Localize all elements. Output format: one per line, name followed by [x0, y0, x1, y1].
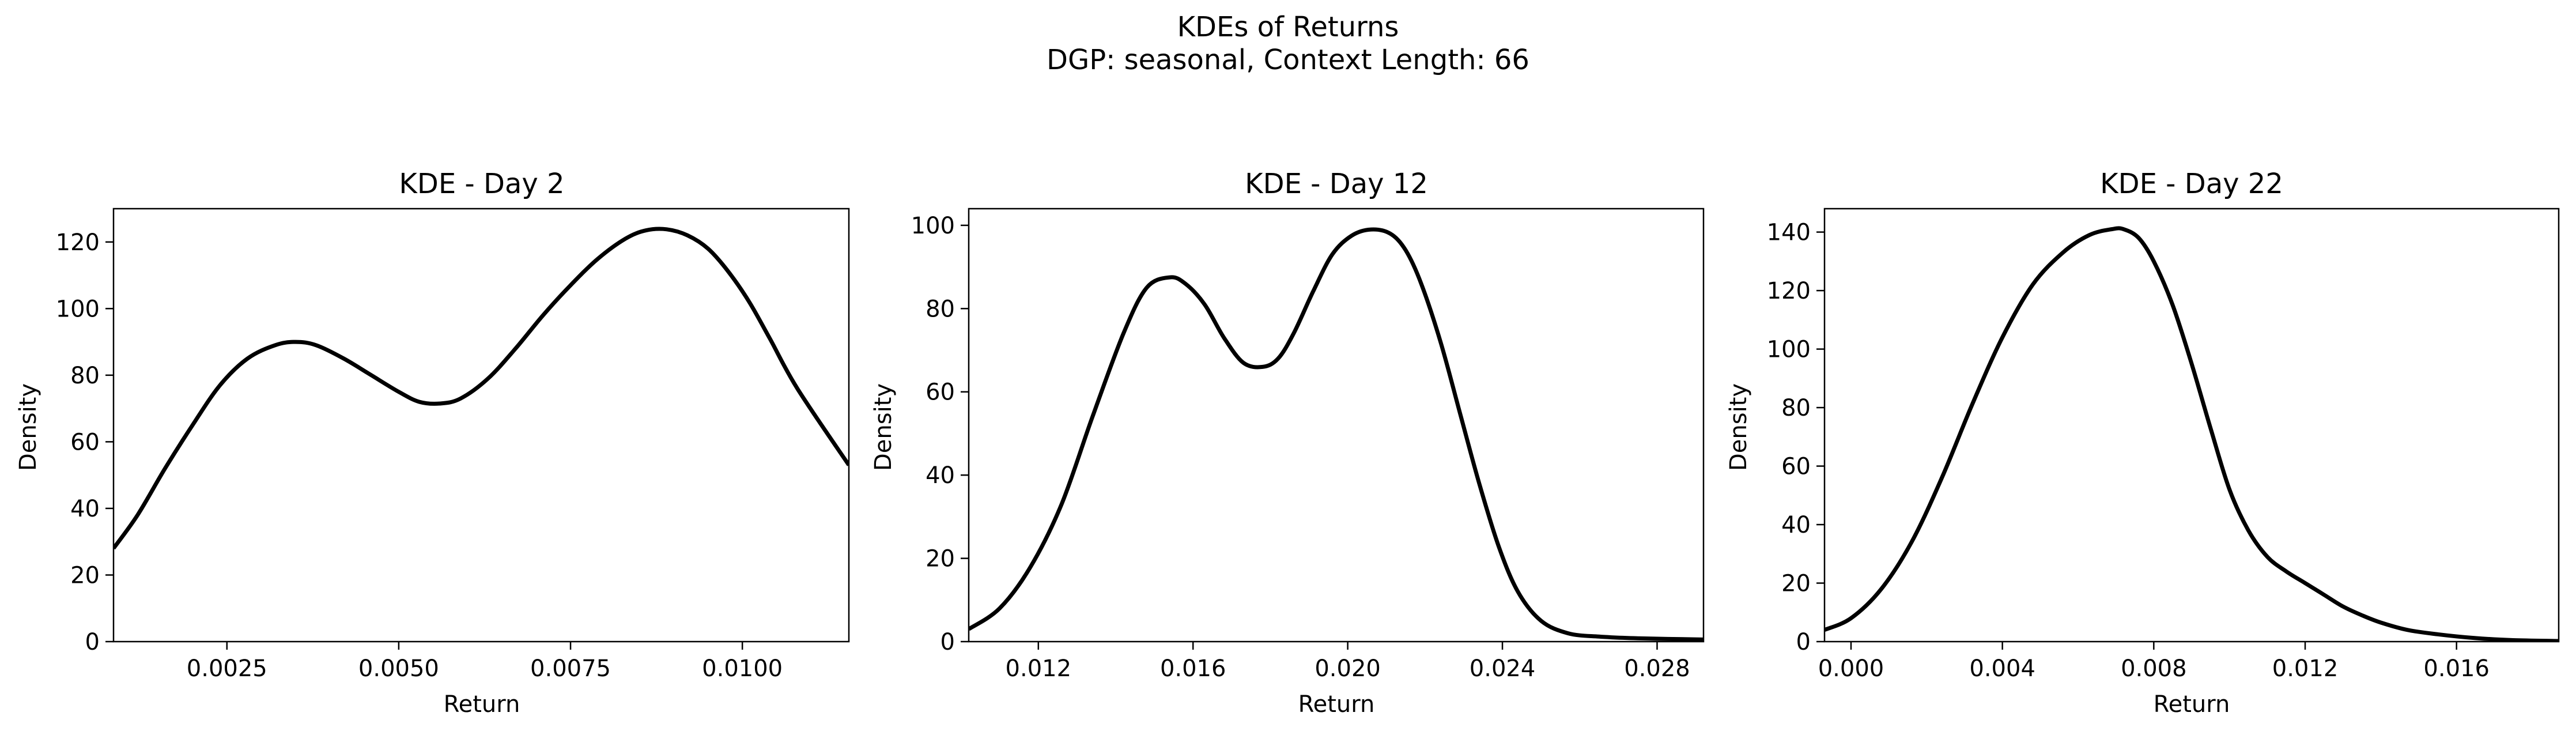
- y-axis-label: Density: [870, 383, 897, 471]
- x-tick-label: 0.0025: [187, 655, 267, 682]
- panel-title: KDE - Day 22: [2100, 168, 2283, 200]
- x-tick-label: 0.020: [1315, 655, 1381, 682]
- y-tick-label: 60: [70, 429, 100, 455]
- y-tick-label: 100: [911, 213, 955, 239]
- y-tick-label: 80: [70, 363, 100, 389]
- axes-frame: [968, 208, 1705, 643]
- x-tick-label: 0.0075: [530, 655, 611, 682]
- x-tick-label: 0.012: [1006, 655, 1072, 682]
- kde-panel-day-12: KDE - Day 12 Return Density 0.012 0.016 0.…: [870, 168, 1705, 718]
- axes-frame: [1823, 208, 2560, 643]
- y-tick-label: 40: [70, 496, 100, 522]
- x-tick-label: 0.012: [2272, 655, 2339, 682]
- x-tick-label: 0.028: [1624, 655, 1690, 682]
- kde-series-line: [1825, 226, 2559, 642]
- panel-title: KDE - Day 2: [399, 168, 564, 200]
- y-tick-label: 140: [1767, 220, 1811, 246]
- y-tick-label: 20: [70, 562, 100, 589]
- x-axis-label: Return: [2154, 691, 2230, 718]
- y-tick-label: 0: [1796, 629, 1811, 655]
- x-tick-label: 0.024: [1470, 655, 1536, 682]
- y-axis-label: Density: [1725, 383, 1752, 471]
- x-tick-label: 0.016: [2423, 655, 2490, 682]
- y-tick-label: 60: [1781, 454, 1811, 480]
- x-tick-label: 0.000: [1818, 655, 1884, 682]
- y-tick-label: 40: [1781, 512, 1811, 538]
- x-axis-label: Return: [1298, 691, 1375, 718]
- x-tick-label: 0.0050: [358, 655, 439, 682]
- y-tick-label: 0: [940, 629, 955, 655]
- y-tick-label: 20: [926, 546, 955, 572]
- y-tick-label: 120: [1767, 278, 1811, 304]
- kde-panel-day-22: KDE - Day 22 Return Density 0.000 0.004 0.…: [1725, 168, 2560, 718]
- y-tick-label: 0: [85, 629, 100, 655]
- y-tick-label: 120: [56, 229, 100, 256]
- y-tick-label: 20: [1781, 571, 1811, 597]
- y-axis-label: Density: [15, 383, 41, 471]
- y-tick-label: 100: [56, 296, 100, 322]
- x-axis-label: Return: [444, 691, 520, 718]
- axes-frame: [112, 208, 850, 643]
- y-tick-label: 80: [1781, 395, 1811, 421]
- kde-series-line: [114, 227, 849, 550]
- x-tick-label: 0.004: [1969, 655, 2035, 682]
- kde-panel-day-2: KDE - Day 2 Return Density 0.0025 0.0050 0…: [15, 168, 850, 718]
- y-tick-label: 60: [926, 379, 955, 406]
- x-tick-label: 0.008: [2121, 655, 2187, 682]
- y-tick-label: 40: [926, 462, 955, 489]
- y-tick-label: 80: [926, 296, 955, 322]
- y-tick-label: 100: [1767, 337, 1811, 363]
- x-tick-label: 0.0100: [702, 655, 783, 682]
- figure-subtitle: DGP: seasonal, Context Length: 66: [1047, 44, 1529, 76]
- x-tick-label: 0.016: [1160, 655, 1226, 682]
- kde-series-line: [969, 227, 1704, 642]
- figure-title: KDEs of Returns: [1177, 11, 1399, 43]
- panel-title: KDE - Day 12: [1245, 168, 1428, 200]
